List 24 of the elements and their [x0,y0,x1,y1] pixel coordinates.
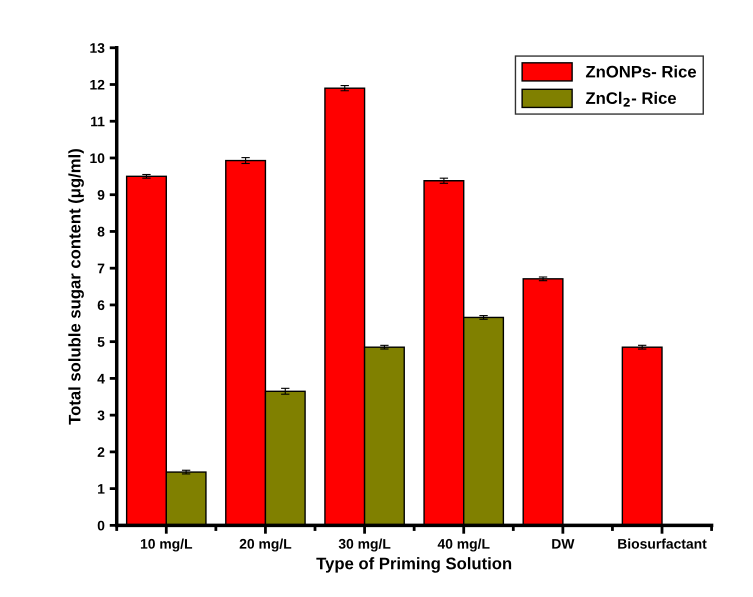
y-tick-label: 11 [91,116,105,126]
legend-label: ZnONPs- Rice [586,65,696,78]
y-tick-label: 6 [98,300,104,310]
x-tick-label: DW [552,539,574,549]
y-tick-label: 4 [97,374,105,384]
x-tick-label: 30 mg/L [338,538,390,552]
y-tick-label: 13 [90,43,104,53]
y-tick-label: 7 [98,264,104,274]
y-tick-label: 10 [90,153,104,164]
y-tick-label: 3 [98,410,104,420]
y-tick-label: 1 [98,484,105,494]
y-tick-label: 9 [98,190,104,200]
x-tick-label: Biosurfactant [618,538,707,549]
y-tick-label: 12 [90,80,104,90]
y-tick-label: 8 [98,226,104,237]
legend-label: ZnCl$_{2}$- Rice [586,92,676,107]
x-tick-label: 40 mg/L [438,538,490,552]
y-tick-label: 0 [98,520,104,531]
x-axis-title: Type of Priming Solution [316,557,512,573]
y-tick-label: 2 [98,447,104,457]
y-axis-title: Total soluble sugar content (μg/ml) [68,149,84,425]
y-tick-label: 5 [98,337,105,347]
x-tick-label: 20 mg/L [240,538,292,552]
x-tick-label: 10 mg/L [140,538,192,552]
